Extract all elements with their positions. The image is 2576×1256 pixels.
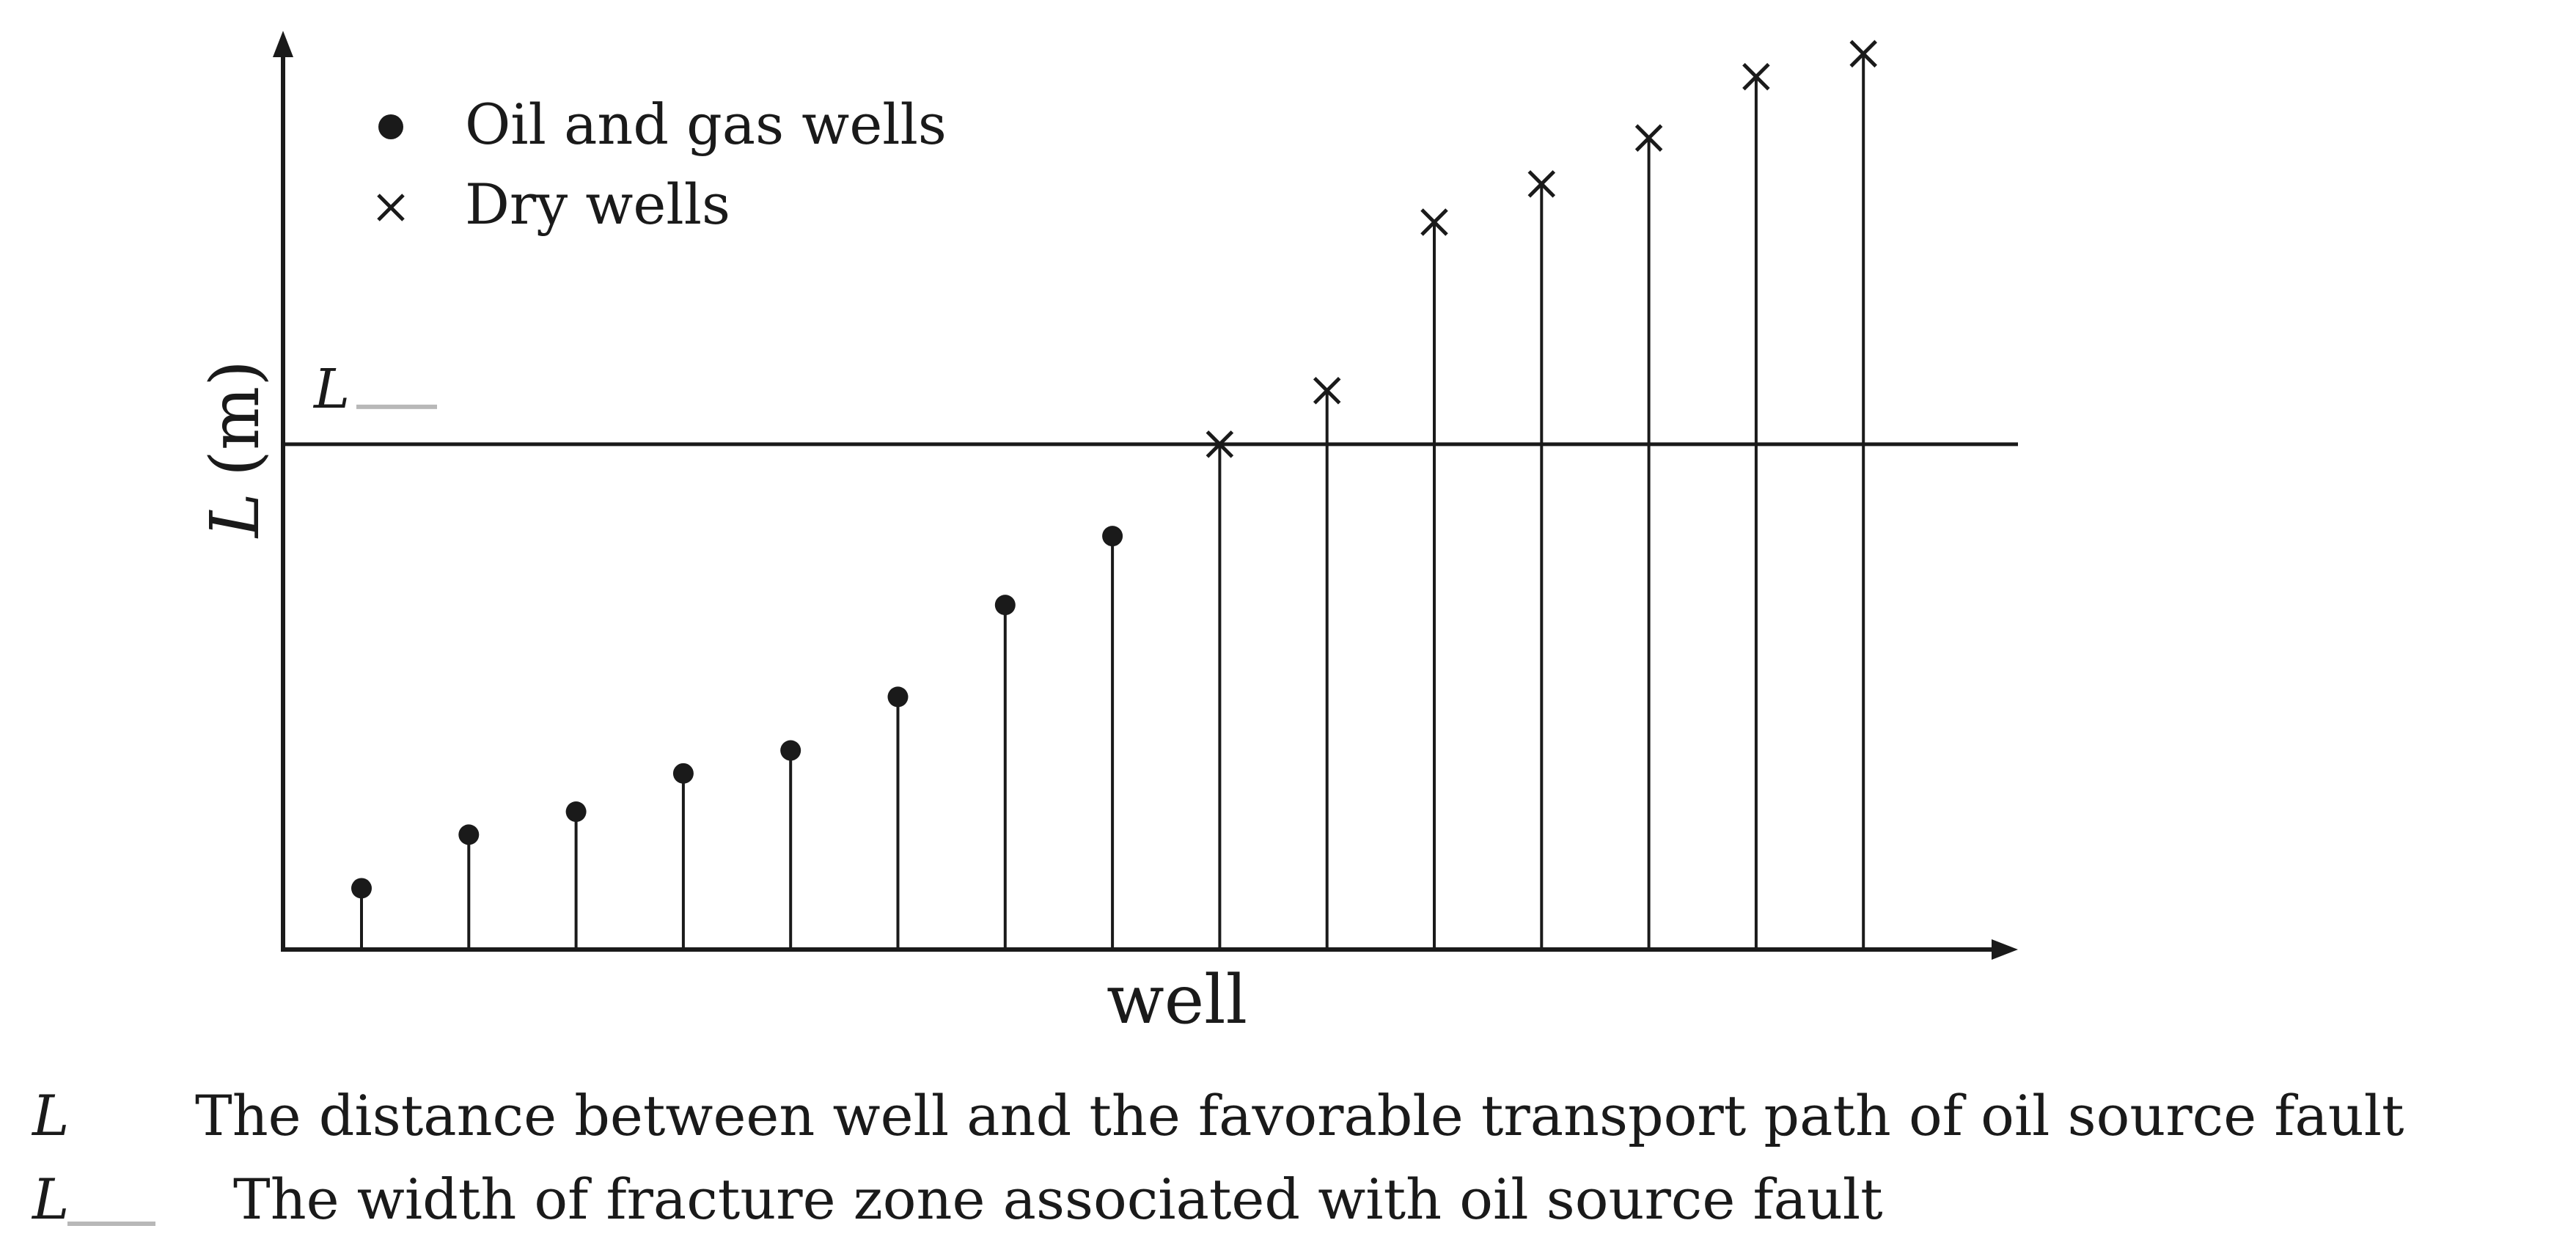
legend-dry-marker <box>377 194 405 221</box>
note-1-symbol: L <box>31 1083 69 1148</box>
y-axis-arrow <box>273 31 293 57</box>
dry-well-point-13 <box>1634 124 1663 152</box>
dry-well-point-11 <box>1420 208 1448 236</box>
oil-gas-well-point-1 <box>351 878 372 899</box>
oil-gas-well-point-6 <box>887 686 909 708</box>
dry-well-point-9 <box>1206 430 1234 458</box>
oil-gas-well-point-5 <box>780 740 801 761</box>
note-2-symbol: L <box>31 1167 69 1232</box>
note-2-subscript-mark <box>67 1222 155 1226</box>
legend-oil-gas-label: Oil and gas wells <box>465 92 947 157</box>
oil-gas-well-point-2 <box>458 824 480 845</box>
data-marks <box>351 40 1877 950</box>
oil-gas-well-point-4 <box>672 763 694 784</box>
dry-well-point-15 <box>1849 40 1877 68</box>
dry-well-point-10 <box>1313 376 1341 405</box>
legend-oil-gas-marker <box>378 114 403 139</box>
y-axis-label: L (m) <box>196 360 274 539</box>
oil-gas-well-point-3 <box>565 801 587 823</box>
y-axis-label-symbol: L <box>196 493 274 539</box>
axes <box>273 31 2018 960</box>
legend: Oil and gas wells Dry wells <box>377 92 947 237</box>
dry-well-point-12 <box>1527 170 1556 198</box>
x-axis-label: well <box>1107 961 1247 1039</box>
dry-well-point-14 <box>1742 62 1770 91</box>
oil-gas-well-point-7 <box>994 595 1016 616</box>
oil-gas-well-point-8 <box>1102 526 1123 547</box>
threshold-label: L <box>312 358 350 421</box>
threshold-subscript-mark <box>356 404 437 409</box>
legend-dry-label: Dry wells <box>465 172 730 237</box>
x-axis-arrow <box>1992 939 2018 960</box>
note-1-text: The distance between well and the favora… <box>195 1083 2404 1148</box>
y-axis-label-unit: (m) <box>196 360 274 477</box>
notes: L The distance between well and the favo… <box>31 1083 2404 1232</box>
note-2-text: The width of fracture zone associated wi… <box>233 1167 1883 1232</box>
